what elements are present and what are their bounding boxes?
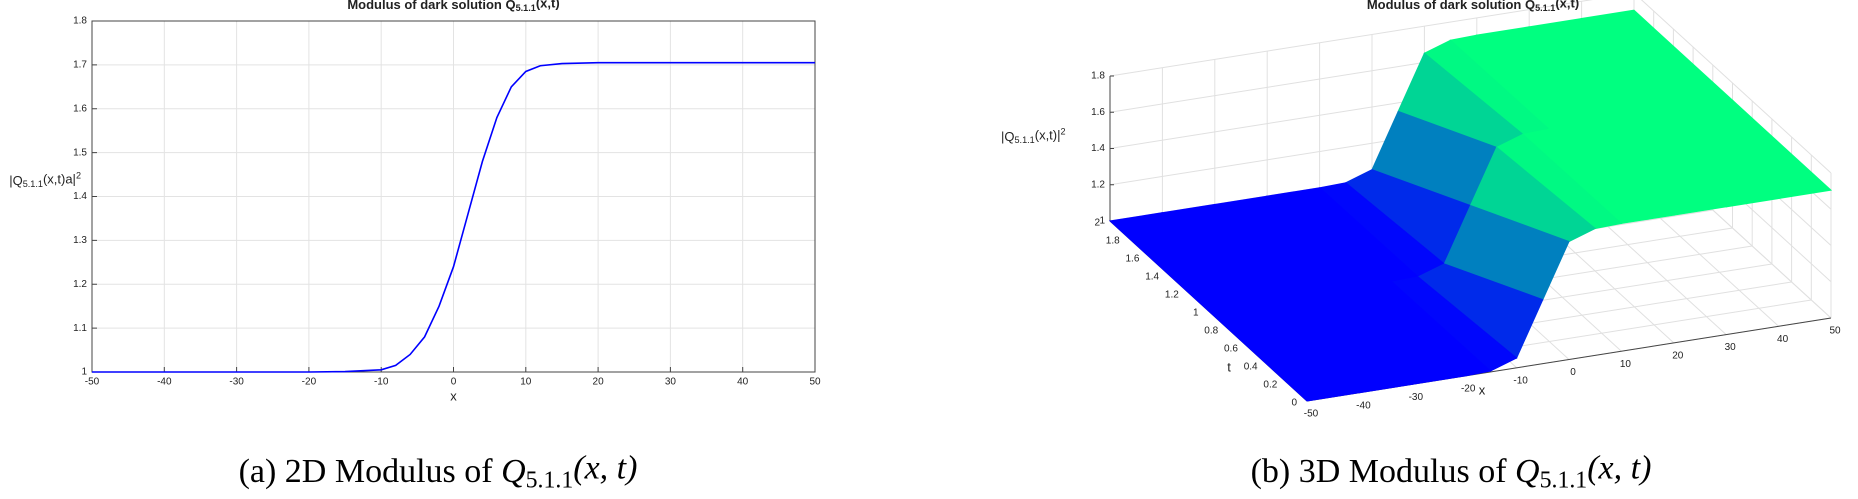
y-axis-label-after: (x,t)a| xyxy=(43,172,76,187)
t-axis-label: t xyxy=(1227,359,1231,374)
z-tick-label: 1.2 xyxy=(1091,179,1105,190)
x-tick-label: -30 xyxy=(1409,392,1424,403)
caption-after: (x, t) xyxy=(1587,449,1651,486)
x-tick-label: 20 xyxy=(593,377,605,388)
y-tick-label: 1.1 xyxy=(73,323,87,334)
y-tick-label: 1 xyxy=(1193,308,1199,319)
x-tick-label: -30 xyxy=(229,377,244,388)
axes-box xyxy=(91,20,816,373)
y-tick-label: 1.2 xyxy=(1165,290,1179,301)
x-tick-label: 50 xyxy=(1829,326,1841,337)
caption-var: Q xyxy=(501,453,526,490)
z-tick-label: 1.4 xyxy=(1091,143,1105,154)
y-tick-label: 0.6 xyxy=(1224,344,1238,355)
y-tick-label: 1.5 xyxy=(73,147,87,158)
caption-sub: 5.1.1 xyxy=(1540,468,1588,494)
y-axis-label-text: |Q xyxy=(9,173,23,188)
chart-title-sub: 5.1.1 xyxy=(516,4,536,14)
y-tick-label: 0 xyxy=(1291,398,1297,409)
line xyxy=(92,61,815,373)
z-tick-label: 1.8 xyxy=(1091,71,1105,82)
caption-text: (a) 2D Modulus of xyxy=(239,453,502,490)
y-tick-label: 1.4 xyxy=(1145,272,1159,283)
x-tick-label: 20 xyxy=(1672,351,1684,362)
y-tick-label: 1.6 xyxy=(1125,254,1139,265)
caption: (a) 2D Modulus of Q5.1.1(x, t) xyxy=(239,449,638,494)
caption-text: (b) 3D Modulus of xyxy=(1251,453,1515,490)
z-axis-label-sub: 5.1.1 xyxy=(1015,136,1035,146)
caption-sub: 5.1.1 xyxy=(526,468,574,494)
y-tick-label: 1.8 xyxy=(73,16,87,27)
x-tick-label: -40 xyxy=(1356,400,1371,411)
chart-title: Modulus of dark solution Q5.1.1(x,t) xyxy=(1367,0,1579,14)
z-axis-label-text: |Q xyxy=(1001,129,1015,144)
y-axis-label-sup: 2 xyxy=(76,171,81,181)
y-tick-label: 0.4 xyxy=(1244,362,1258,373)
x-tick-label: -10 xyxy=(374,377,389,388)
x-tick-label: 40 xyxy=(1777,334,1789,345)
x-tick-label: 0 xyxy=(451,377,457,388)
x-tick-label: 50 xyxy=(809,377,821,388)
y-tick-label: 0.2 xyxy=(1263,380,1277,391)
z-tick-label: 1 xyxy=(1099,216,1105,227)
x-tick-label: 30 xyxy=(1725,342,1737,353)
chart-title-sub: 5.1.1 xyxy=(1535,4,1555,14)
grid-line xyxy=(1640,0,1832,174)
chart-title-text: Modulus of dark solution Q xyxy=(1367,0,1535,12)
y-tick-label: 1.2 xyxy=(73,279,87,290)
surface-patch xyxy=(1207,302,1361,402)
chart-title-after: (x,t) xyxy=(1555,0,1579,11)
caption-after: (x, t) xyxy=(573,449,637,486)
y-tick-label: 1 xyxy=(81,367,87,378)
y-tick-label: 1.6 xyxy=(73,103,87,114)
x-tick-label: -20 xyxy=(302,377,317,388)
caption: (b) 3D Modulus of Q5.1.1(x, t) xyxy=(1251,449,1652,494)
x-tick-label: -10 xyxy=(1513,375,1528,386)
z-axis-label: |Q5.1.1(x,t)|2 xyxy=(1001,127,1066,146)
caption-var: Q xyxy=(1515,453,1540,490)
x-tick-label: 30 xyxy=(665,377,677,388)
z-tick-label: 1.6 xyxy=(1091,107,1105,118)
x-tick-label: 10 xyxy=(520,377,532,388)
x-tick-label: 0 xyxy=(1570,367,1576,378)
y-tick-label: 1.7 xyxy=(73,60,87,71)
chart-title: Modulus of dark solution Q5.1.1(x,t) xyxy=(347,0,559,14)
y-tick-label: 0.8 xyxy=(1204,326,1218,337)
x-axis-label: x xyxy=(1479,382,1486,397)
y-tick-label: 1.3 xyxy=(73,235,87,246)
y-tick-label: 2 xyxy=(1094,218,1100,229)
x-tick-label: 10 xyxy=(1620,359,1632,370)
z-axis-label-sup: 2 xyxy=(1061,127,1066,137)
z-axis-label-after: (x,t)| xyxy=(1035,128,1061,143)
chart-title-after: (x,t) xyxy=(536,0,560,11)
x-tick-label: -20 xyxy=(1461,384,1476,395)
x-tick-label: -50 xyxy=(85,377,100,388)
y-tick-label: 1.8 xyxy=(1106,236,1120,247)
grid-line xyxy=(1109,0,1594,77)
x-axis-label: x xyxy=(450,388,457,403)
y-tick-label: 1.4 xyxy=(73,191,87,202)
y-axis-label: |Q5.1.1(x,t)a|2 xyxy=(9,171,81,190)
y-axis-label-sub: 5.1.1 xyxy=(23,180,43,190)
x-tick-label: 40 xyxy=(737,377,749,388)
chart-title-text: Modulus of dark solution Q xyxy=(347,0,515,12)
x-tick-label: -50 xyxy=(1304,409,1319,420)
x-tick-label: -40 xyxy=(157,377,172,388)
